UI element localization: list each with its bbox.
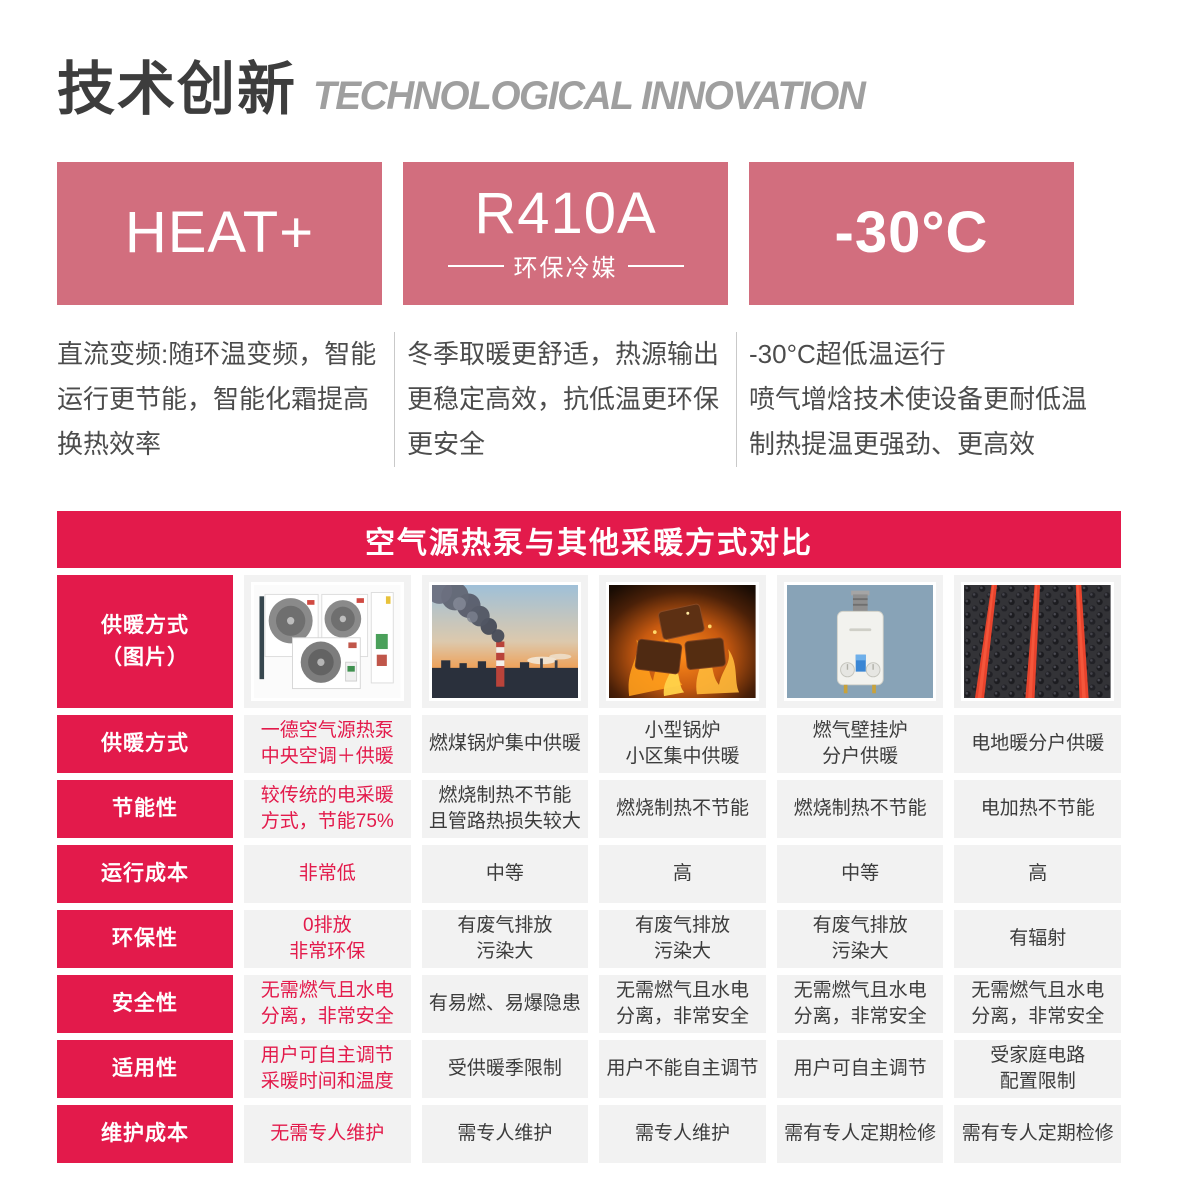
feature-headline: -30°C — [834, 200, 989, 266]
table-cell: 一德空气源热泵 中央空调＋供暖 — [244, 715, 411, 773]
gas-wall-hung-boiler-photo — [783, 582, 937, 701]
feature-description-1: 直流变频:随环温变频，智能运行更节能，智能化霜提高换热效率 — [57, 339, 377, 459]
table-cell: 燃烧制热不节能 — [776, 780, 944, 838]
table-cell: 中等 — [421, 845, 589, 903]
table-cell: 需专人维护 — [599, 1105, 766, 1163]
table-image-cell — [954, 575, 1121, 708]
table-image-cell — [776, 575, 944, 708]
table-cell: 有辐射 — [954, 910, 1121, 968]
row-label-safety: 安全性 — [57, 975, 233, 1033]
row-label-energy-efficiency: 节能性 — [57, 780, 233, 838]
row-label-applicability: 适用性 — [57, 1040, 233, 1098]
table-cell: 较传统的电采暖 方式，节能75% — [244, 780, 411, 838]
heat-pump-illustration — [254, 585, 401, 698]
table-cell: 用户可自主调节 采暖时间和温度 — [244, 1040, 411, 1098]
air-source-heat-pump-outdoor-units-photo — [251, 582, 404, 701]
comparison-section: 空气源热泵与其他采暖方式对比 供暖方式 （图片） — [57, 511, 1121, 1163]
table-cell: 需有专人定期检修 — [776, 1105, 944, 1163]
table-image-cell — [599, 575, 766, 708]
table-cell: 有废气排放 污染大 — [421, 910, 589, 968]
table-cell: 小型锅炉 小区集中供暖 — [599, 715, 766, 773]
table-cell: 有废气排放 污染大 — [776, 910, 944, 968]
table-image-cell — [244, 575, 411, 708]
table-cell: 0排放 非常环保 — [244, 910, 411, 968]
table-cell: 燃煤锅炉集中供暖 — [421, 715, 589, 773]
row-label-operating-cost: 运行成本 — [57, 845, 233, 903]
feature-descriptions: 直流变频:随环温变频，智能运行更节能，智能化霜提高换热效率 冬季取暖更舒适，热源… — [57, 332, 1121, 467]
table-cell: 燃烧制热不节能 且管路热损失较大 — [421, 780, 589, 838]
table-cell: 电地暖分户供暖 — [954, 715, 1121, 773]
table-image-cell — [421, 575, 589, 708]
feature-box-minus-30c: -30°C — [749, 162, 1074, 305]
coal-boiler-smokestack-city-photo — [428, 582, 582, 701]
feature-headline: HEAT+ — [124, 200, 315, 266]
feature-subtitle: 环保冷媒 — [513, 255, 618, 283]
table-cell: 燃气壁挂炉 分户供暖 — [776, 715, 944, 773]
feature-subtitle-row: 环保冷媒 — [447, 248, 684, 283]
table-cell: 用户可自主调节 — [776, 1040, 944, 1098]
floor-heating-illustration — [964, 585, 1111, 698]
feature-description-3: -30°C超低温运行 喷气增焓技术使设备更耐低温 制热提温更强劲、更高效 — [736, 332, 1121, 467]
table-cell: 无需燃气且水电 分离，非常安全 — [244, 975, 411, 1033]
table-cell: 有易燃、易爆隐患 — [421, 975, 589, 1033]
row-label-heating-method-image: 供暖方式 （图片） — [57, 575, 233, 708]
table-cell: 高 — [599, 845, 766, 903]
comparison-table-title: 空气源热泵与其他采暖方式对比 — [57, 511, 1121, 568]
row-label-eco-friendliness: 环保性 — [57, 910, 233, 968]
table-cell: 用户不能自主调节 — [599, 1040, 766, 1098]
comparison-table: 供暖方式 （图片） — [57, 575, 1121, 1163]
table-cell: 中等 — [776, 845, 944, 903]
row-label-maintenance-cost: 维护成本 — [57, 1105, 233, 1163]
page-title-en: TECHNOLOGICAL INNOVATION — [313, 74, 866, 118]
table-cell: 无需专人维护 — [244, 1105, 411, 1163]
table-cell: 无需燃气且水电 分离，非常安全 — [776, 975, 944, 1033]
page-header: 技术创新 TECHNOLOGICAL INNOVATION — [57, 42, 1121, 126]
feature-boxes: HEAT+ R410A 环保冷媒 -30°C — [57, 162, 1121, 305]
table-cell: 需专人维护 — [421, 1105, 589, 1163]
table-cell: 非常低 — [244, 845, 411, 903]
page-title-cn: 技术创新 — [57, 57, 298, 122]
table-cell: 受供暖季限制 — [421, 1040, 589, 1098]
feature-description-2: 冬季取暖更舒适，热源输出更稳定高效，抗低温更环保更安全 — [394, 332, 736, 467]
burning-coal-illustration — [609, 585, 756, 698]
table-cell: 需有专人定期检修 — [954, 1105, 1121, 1163]
table-cell: 无需燃气且水电 分离，非常安全 — [599, 975, 766, 1033]
table-cell: 有废气排放 污染大 — [599, 910, 766, 968]
table-cell: 受家庭电路 配置限制 — [954, 1040, 1121, 1098]
feature-box-r410a: R410A 环保冷媒 — [403, 162, 728, 305]
table-cell: 高 — [954, 845, 1121, 903]
smokestack-illustration — [431, 585, 579, 698]
electric-floor-heating-mat-photo — [961, 582, 1114, 701]
rule-line — [447, 264, 504, 267]
feature-headline: R410A — [474, 180, 657, 246]
table-cell: 无需燃气且水电 分离，非常安全 — [954, 975, 1121, 1033]
rule-line — [627, 264, 684, 267]
table-cell: 燃烧制热不节能 — [599, 780, 766, 838]
row-label-heating-method: 供暖方式 — [57, 715, 233, 773]
gas-boiler-illustration — [786, 585, 934, 698]
burning-coal-furnace-photo — [606, 582, 759, 701]
feature-box-heat-plus: HEAT+ — [57, 162, 382, 305]
table-cell: 电加热不节能 — [954, 780, 1121, 838]
